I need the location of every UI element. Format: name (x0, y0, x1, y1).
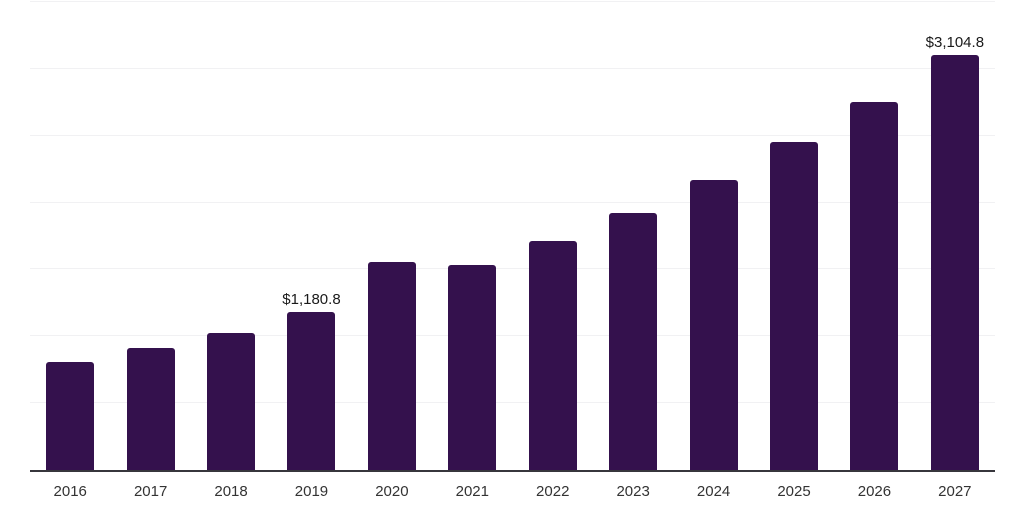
x-tick-2024: 2024 (696, 483, 731, 500)
bar-2025 (770, 142, 818, 470)
bar-band-2025 (754, 2, 834, 470)
bar-2016 (46, 361, 95, 470)
bar-band-2019: $1,180.8 (271, 2, 351, 470)
bar-2026 (850, 101, 899, 470)
data-label-2019: $1,180.8 (282, 291, 341, 309)
bar-band-2021 (432, 2, 512, 470)
x-axis: 2016 2017 2018 2019 2020 2021 2022 2023 2024 2025… (30, 474, 995, 512)
bar-band-2022 (513, 2, 593, 470)
bar-band-2026 (834, 2, 914, 470)
x-tick-2016: 2016 (53, 483, 87, 500)
gridline-2500 (30, 134, 995, 136)
bar-band-2016 (30, 2, 110, 470)
bar-band-2017 (110, 2, 190, 470)
plot-area: $1,180.8 $3,104.8 (30, 1, 995, 472)
gridline-3500 (30, 1, 995, 2)
x-tick-2020: 2020 (375, 483, 409, 500)
x-tick-2023: 2023 (616, 483, 650, 500)
bar-band-2018 (191, 2, 271, 470)
gridlines (30, 1, 995, 470)
bar-2018 (207, 332, 256, 470)
bar-band-2020 (352, 2, 432, 470)
gridline-500 (30, 402, 995, 404)
bar-2019: $1,180.8 (282, 292, 341, 470)
bar-2017 (126, 348, 175, 470)
x-tick-2019: 2019 (294, 483, 329, 500)
bar-2022 (528, 241, 577, 470)
gridline-1500 (30, 268, 995, 270)
x-tick-2017: 2017 (133, 483, 168, 500)
gridline-1000 (30, 335, 995, 337)
bar-band-2024 (673, 2, 753, 470)
bar-2021 (448, 265, 497, 470)
bars-row: $1,180.8 $3,104.8 (30, 2, 995, 470)
bar-band-2023 (593, 2, 673, 470)
bar-2027: $3,104.8 (926, 35, 984, 470)
bar-2024 (689, 179, 738, 470)
x-tick-2018: 2018 (214, 483, 248, 500)
bar-band-2027: $3,104.8 (915, 2, 995, 470)
x-tick-2025: 2025 (777, 483, 811, 500)
x-tick-2026: 2026 (857, 483, 892, 500)
gridline-2000 (30, 201, 995, 203)
x-tick-2022: 2022 (536, 483, 570, 500)
data-label-2027: $3,104.8 (925, 33, 985, 51)
gridline-3000 (30, 67, 995, 69)
x-tick-2027: 2027 (938, 483, 972, 500)
x-tick-2021: 2021 (455, 483, 489, 500)
bar-2020 (367, 262, 416, 470)
bar-2023 (609, 212, 658, 470)
